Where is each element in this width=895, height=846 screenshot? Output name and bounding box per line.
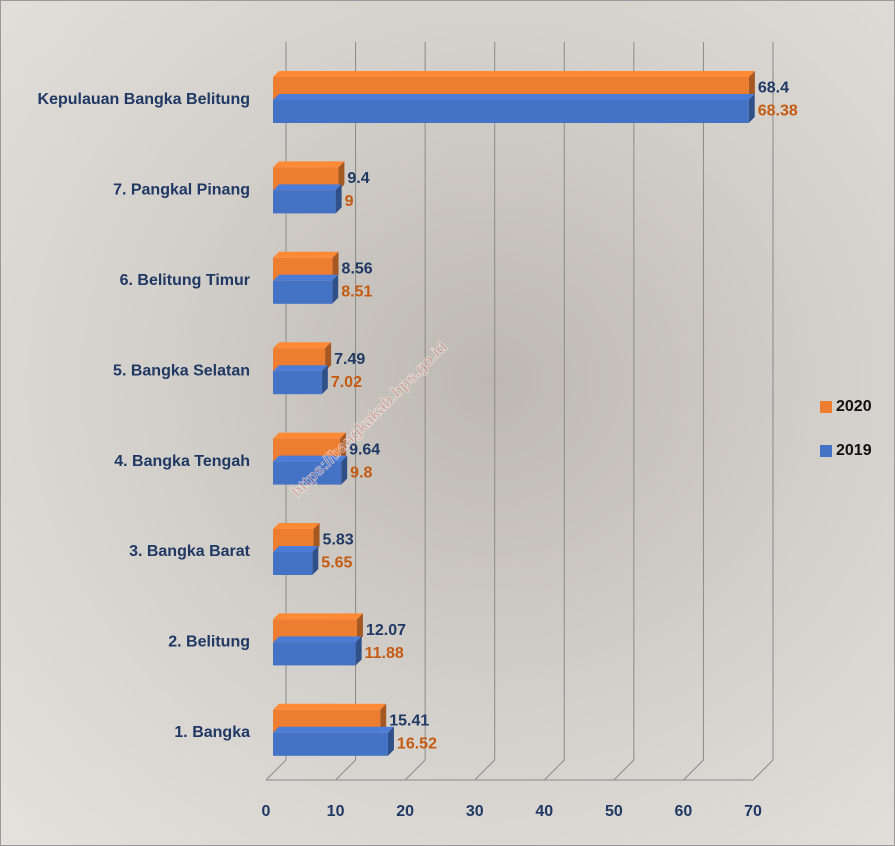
bar-top	[273, 184, 342, 191]
data-label: 9	[345, 193, 354, 210]
bar-top	[273, 342, 332, 349]
grid-floor	[543, 759, 565, 781]
bar-top	[273, 432, 347, 439]
x-tick-label: 50	[605, 803, 623, 820]
bar	[273, 100, 749, 123]
bar-side	[332, 274, 339, 304]
bar-side	[325, 342, 332, 372]
data-label: 68.38	[758, 103, 798, 120]
bar	[273, 371, 322, 395]
x-tick-label: 0	[262, 803, 271, 820]
data-label: 9.64	[349, 441, 380, 458]
data-label: 5.83	[323, 532, 354, 549]
bar	[273, 552, 313, 575]
data-label: 8.51	[341, 284, 372, 301]
bar-side	[355, 636, 362, 666]
grid-floor	[265, 759, 287, 781]
category-label: 3. Bangka Barat	[129, 543, 251, 560]
x-tick-label: 40	[535, 803, 553, 820]
bar-top	[273, 703, 387, 710]
bar-side	[356, 613, 363, 643]
bar	[273, 732, 388, 756]
bar-side	[387, 726, 394, 756]
data-label: 7.02	[331, 374, 362, 391]
bar-top	[273, 613, 363, 620]
bar-side	[332, 251, 339, 281]
bar-side	[748, 71, 755, 100]
bar-top	[273, 546, 319, 552]
grid-floor	[335, 759, 356, 781]
grid-floor	[683, 759, 704, 781]
data-label: 68.4	[758, 80, 789, 97]
bar-side	[335, 184, 342, 214]
legend-swatch	[820, 445, 832, 457]
legend-label: 2019	[836, 442, 872, 459]
bar-side	[341, 455, 348, 485]
bar-side	[340, 432, 347, 462]
bar	[273, 280, 333, 304]
data-label: 12.07	[366, 622, 406, 639]
category-label: Kepulauan Bangka Belitung	[38, 91, 250, 108]
bar-side	[312, 546, 319, 575]
category-label: 5. Bangka Selatan	[113, 362, 250, 379]
legend-swatch	[820, 401, 832, 413]
category-label: 4. Bangka Tengah	[114, 453, 250, 470]
bar-top	[273, 455, 348, 462]
data-label: 15.41	[389, 713, 429, 730]
bar-top	[273, 94, 755, 100]
x-tick-label: 70	[744, 803, 762, 820]
category-label: 6. Belitung Timur	[120, 272, 250, 289]
category-label: 2. Belitung	[168, 634, 250, 651]
bar-top	[273, 726, 394, 733]
category-label: 1. Bangka	[174, 724, 250, 741]
bar-side	[380, 703, 387, 733]
bar-side	[321, 365, 328, 395]
x-tick-label: 30	[466, 803, 484, 820]
grid-floor	[474, 759, 496, 781]
bar-top	[273, 274, 339, 281]
bar-side	[338, 161, 345, 191]
bar-top	[273, 161, 345, 168]
data-label: 11.88	[365, 645, 404, 662]
bar	[273, 190, 336, 214]
grid-floor	[404, 759, 426, 781]
bar	[273, 642, 356, 666]
data-label: 8.56	[342, 261, 373, 278]
x-tick-label: 60	[675, 803, 693, 820]
bar-top	[273, 523, 320, 529]
bar-side	[313, 523, 320, 552]
legend-label: 2020	[836, 398, 872, 415]
category-label: 7. Pangkal Pinang	[113, 182, 250, 199]
grid-floor	[752, 759, 774, 781]
bar-top	[273, 365, 328, 372]
data-label: 5.65	[321, 555, 352, 572]
grid-floor	[613, 759, 635, 781]
data-label: 9.4	[347, 170, 369, 187]
data-label: 9.8	[350, 464, 372, 481]
bar-top	[273, 251, 339, 258]
x-tick-label: 20	[396, 803, 414, 820]
data-label: 16.52	[397, 736, 437, 753]
bar	[273, 461, 342, 485]
data-label: 7.49	[334, 351, 365, 368]
x-tick-label: 10	[327, 803, 345, 820]
bar-side	[748, 94, 755, 123]
bar-top	[273, 636, 362, 643]
bar-top	[273, 71, 755, 77]
